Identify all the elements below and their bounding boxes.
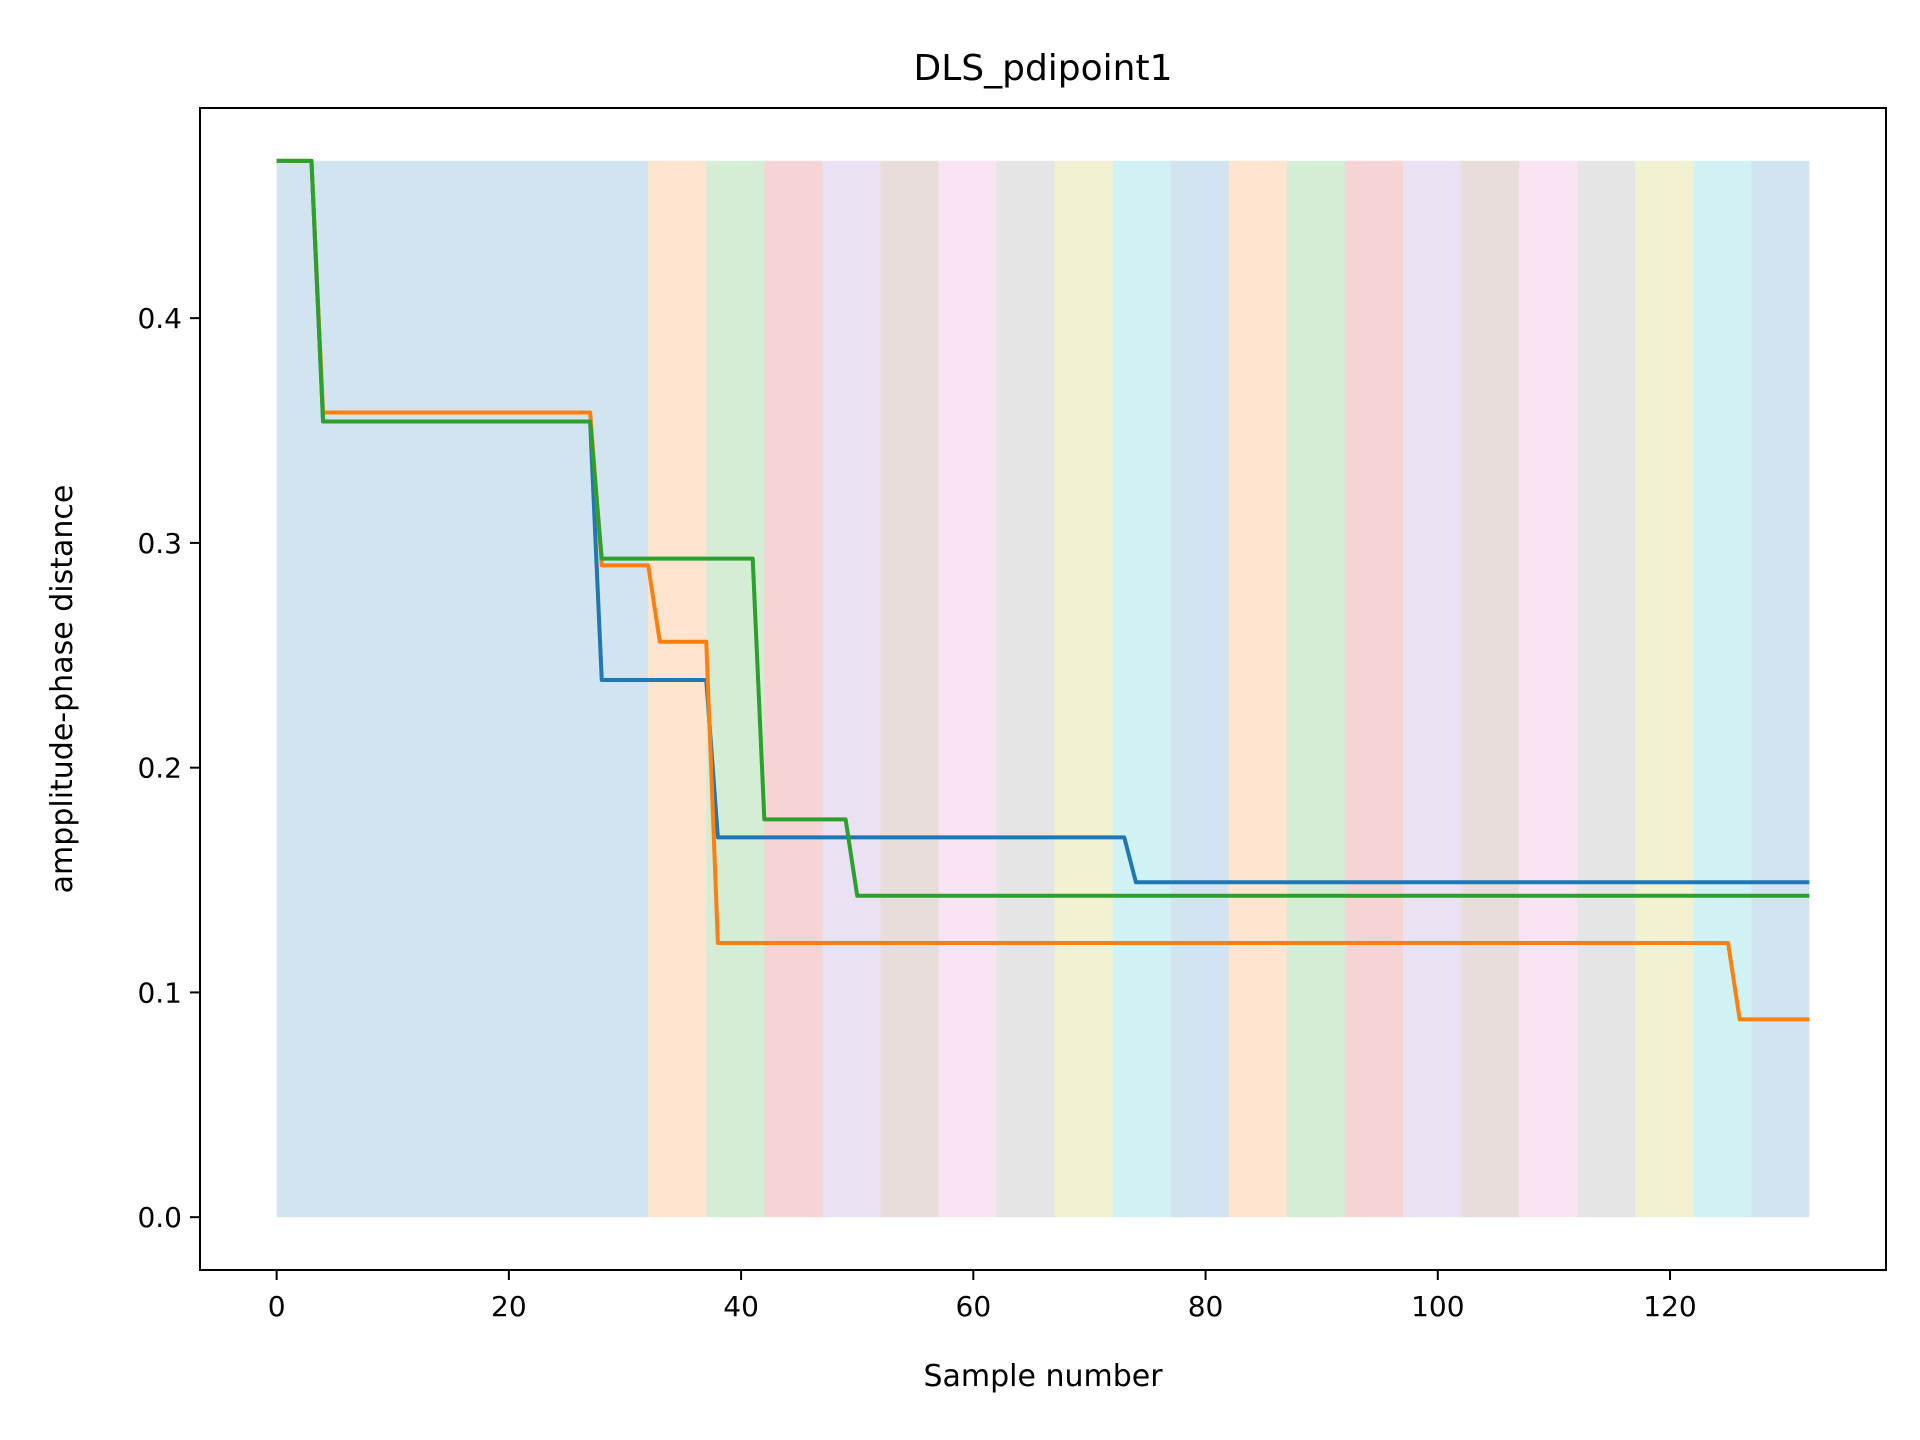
background-band-7 xyxy=(996,160,1055,1218)
x-tick-label: 80 xyxy=(1188,1290,1224,1323)
x-axis-label: Sample number xyxy=(923,1359,1163,1394)
background-band-17 xyxy=(1577,160,1636,1218)
x-axis-ticks: 0 20 40 60 80 100 120 xyxy=(268,1270,1697,1323)
background-band-0 xyxy=(276,160,649,1218)
background-bands xyxy=(276,160,1810,1218)
series-lines xyxy=(276,158,1810,1022)
background-band-11 xyxy=(1228,160,1287,1218)
background-band-6 xyxy=(938,160,997,1218)
background-band-20 xyxy=(1751,160,1810,1218)
x-tick-label: 120 xyxy=(1643,1290,1696,1323)
chart-title: DLS_pdipoint1 xyxy=(913,48,1172,89)
background-band-12 xyxy=(1286,160,1345,1218)
x-tick-label: 0 xyxy=(268,1290,286,1323)
background-band-15 xyxy=(1461,160,1520,1218)
background-band-9 xyxy=(1112,160,1171,1218)
background-band-19 xyxy=(1693,160,1752,1218)
y-axis-ticks: 0.0 0.1 0.2 0.3 0.4 xyxy=(137,302,200,1234)
plot-area-frame xyxy=(199,107,1887,1271)
x-tick-label: 60 xyxy=(956,1290,992,1323)
x-tick-label: 20 xyxy=(491,1290,527,1323)
y-tick-label: 0.1 xyxy=(137,976,182,1009)
y-tick-label: 0.0 xyxy=(137,1201,182,1234)
background-band-14 xyxy=(1402,160,1462,1218)
background-band-18 xyxy=(1635,160,1694,1218)
background-band-8 xyxy=(1054,160,1113,1218)
background-band-1 xyxy=(648,160,707,1218)
x-tick-label: 100 xyxy=(1411,1290,1464,1323)
x-tick-label: 40 xyxy=(723,1290,759,1323)
series-line-2 xyxy=(276,158,1810,898)
background-band-3 xyxy=(764,160,823,1218)
y-axis-label: ampplitude-phase distance xyxy=(45,485,80,894)
background-band-13 xyxy=(1344,160,1403,1218)
background-band-4 xyxy=(822,160,881,1218)
background-band-5 xyxy=(880,160,939,1218)
y-tick-label: 0.2 xyxy=(137,752,182,785)
background-band-2 xyxy=(706,160,765,1218)
background-band-10 xyxy=(1170,160,1229,1218)
y-tick-label: 0.4 xyxy=(137,302,182,335)
background-band-16 xyxy=(1519,160,1578,1218)
y-tick-label: 0.3 xyxy=(137,527,182,560)
